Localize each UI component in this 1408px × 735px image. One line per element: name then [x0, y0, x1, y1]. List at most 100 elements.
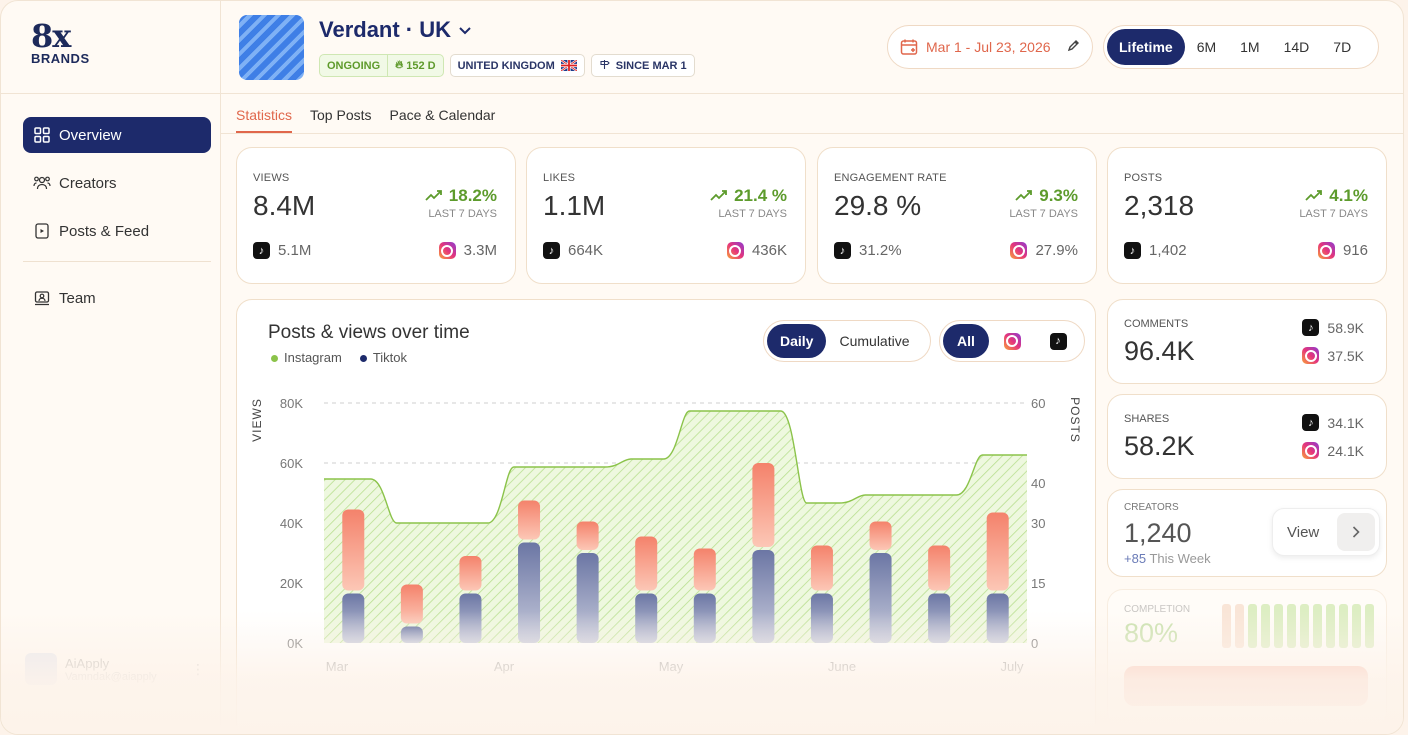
platform-filter: All ♪ [939, 320, 1085, 362]
mode-cumulative[interactable]: Cumulative [839, 333, 910, 349]
range-lifetime[interactable]: Lifetime [1107, 29, 1185, 65]
tiktok-value: 31.2% [859, 242, 902, 259]
comments-label: COMMENTS [1124, 318, 1189, 330]
legend-label: Tiktok [372, 350, 408, 365]
avatar [25, 653, 57, 685]
fire-icon: 🔥︎ [395, 59, 404, 71]
tiktok-value: 34.1K [1327, 414, 1364, 431]
chevron-right-icon [1337, 513, 1375, 551]
comments-card[interactable]: COMMENTS 96.4K ♪ 58.9K 37.5K [1107, 299, 1387, 384]
sidebar-item-team[interactable]: Team [23, 280, 211, 316]
user-handle: Vamndak@aiapply [65, 670, 157, 683]
since-text: SINCE MAR 1 [615, 59, 687, 72]
stat-value: 1.1M [543, 190, 606, 221]
date-range-picker[interactable]: Mar 1 - Jul 23, 2026 [887, 25, 1093, 69]
instagram-icon [1010, 242, 1028, 259]
bar-instagram [693, 548, 716, 591]
tab-bar: Statistics Top Posts Pace & Calendar [236, 107, 495, 133]
stat-label: POSTS [1124, 172, 1163, 184]
time-range-toggle: Lifetime 6M 1M 14D 7D [1103, 25, 1379, 69]
filter-instagram[interactable] [989, 324, 1035, 358]
completion-bars [1222, 604, 1374, 648]
instagram-metric: 916 [1317, 242, 1368, 259]
instagram-metric: 27.9% [1010, 242, 1078, 259]
brand-switcher[interactable]: Verdant · UK [319, 17, 471, 43]
stat-card-likes[interactable]: LIKES 1.1M 21.4 % LAST 7 DAYS ♪ 664K 436K [526, 147, 806, 284]
country-badge: UNITED KINGDOM [449, 54, 585, 77]
sidebar-item-label: Team [59, 289, 96, 307]
y-tick-label: 80K [280, 396, 303, 411]
chart-title: Posts & views over time [268, 322, 470, 343]
completion-value: 80% [1124, 618, 1179, 648]
sidebar-item-posts-feed[interactable]: Posts & Feed [23, 213, 211, 249]
date-range-text: Mar 1 - Jul 23, 2026 [926, 39, 1051, 55]
bar-instagram [459, 556, 482, 591]
shares-label: SHARES [1124, 413, 1170, 425]
delta-period: LAST 7 DAYS [718, 208, 787, 220]
creators-value: 1,240 [1124, 518, 1192, 548]
stat-card-posts[interactable]: POSTS 2,318 4.1% LAST 7 DAYS ♪ 1,402 916 [1107, 147, 1387, 284]
sidebar-item-overview[interactable]: Overview [23, 117, 211, 153]
user-account[interactable]: AiApply Vamndak@aiapply ⋮ [25, 651, 205, 687]
y-tick-label: 60K [280, 456, 303, 471]
tiktok-icon: ♪ [1049, 332, 1067, 350]
sidebar-item-label: Posts & Feed [59, 222, 150, 240]
creators-weekly: +85 This Week [1124, 551, 1211, 566]
completion-action-bar[interactable] [1124, 666, 1368, 706]
legend-label: Instagram [284, 350, 342, 365]
instagram-icon [726, 242, 744, 259]
tiktok-metric: ♪ 58.9K [1302, 319, 1364, 336]
y2-tick-label: 15 [1031, 576, 1045, 591]
trend-up-icon [1305, 188, 1323, 205]
creators-week-delta: +85 [1124, 551, 1147, 566]
bar-instagram [752, 463, 775, 547]
range-7d[interactable]: 7D [1333, 39, 1352, 55]
instagram-value: 37.5K [1327, 347, 1364, 364]
brand-logo[interactable]: 8x BRANDS [31, 19, 90, 66]
tab-statistics[interactable]: Statistics [236, 107, 293, 133]
legend-tiktok: Tiktok [359, 350, 408, 365]
tab-pace-calendar[interactable]: Pace & Calendar [389, 107, 496, 123]
mode-daily[interactable]: Daily [767, 324, 827, 358]
tab-divider [221, 133, 1403, 134]
shares-card[interactable]: SHARES 58.2K ♪ 34.1K 24.1K [1107, 394, 1387, 479]
calendar-icon [900, 38, 918, 56]
y-tick-label: 0K [287, 636, 303, 651]
tiktok-icon: ♪ [1302, 414, 1320, 431]
bar-tiktok [576, 553, 599, 643]
bar-tiktok [810, 593, 833, 643]
stat-card-views[interactable]: VIEWS 8.4M 18.2% LAST 7 DAYS ♪ 5.1M 3.3M [236, 147, 516, 284]
nav-divider [23, 261, 211, 262]
view-creators-button[interactable]: View [1272, 508, 1380, 556]
y-tick-label: 20K [280, 576, 303, 591]
filter-tiktok[interactable]: ♪ [1035, 324, 1081, 358]
range-14d[interactable]: 14D [1283, 39, 1310, 55]
stat-label: LIKES [543, 172, 576, 184]
edit-icon[interactable] [1067, 39, 1080, 55]
days-badge: 🔥︎ 152 D [387, 55, 442, 76]
bar-tiktok [459, 593, 482, 643]
posts-line [324, 410, 1027, 524]
tab-top-posts[interactable]: Top Posts [310, 107, 372, 123]
posts-area [324, 411, 1027, 643]
range-6m[interactable]: 6M [1196, 39, 1217, 55]
sidebar-item-creators[interactable]: Creators [23, 165, 211, 201]
stat-label: VIEWS [253, 172, 290, 184]
stat-card-engagement[interactable]: ENGAGEMENT RATE 29.8 % 9.3% LAST 7 DAYS … [817, 147, 1097, 284]
instagram-metric: 37.5K [1302, 347, 1364, 364]
bar-instagram [518, 500, 541, 540]
x-tick-label: July [1000, 659, 1024, 674]
y2-tick-label: 30 [1031, 516, 1045, 531]
y2-axis-label: POSTS [1068, 397, 1082, 443]
more-icon[interactable]: ⋮ [191, 660, 205, 677]
range-1m[interactable]: 1M [1240, 39, 1260, 55]
shares-value: 58.2K [1124, 431, 1195, 461]
bar-instagram [635, 536, 658, 591]
delta-period: LAST 7 DAYS [428, 208, 497, 220]
signpost-icon [599, 59, 610, 73]
stat-value: 2,318 [1124, 190, 1195, 221]
bar-tiktok [400, 626, 423, 643]
filter-all[interactable]: All [943, 324, 989, 358]
instagram-value: 916 [1342, 242, 1368, 259]
x-tick-label: June [828, 659, 856, 674]
